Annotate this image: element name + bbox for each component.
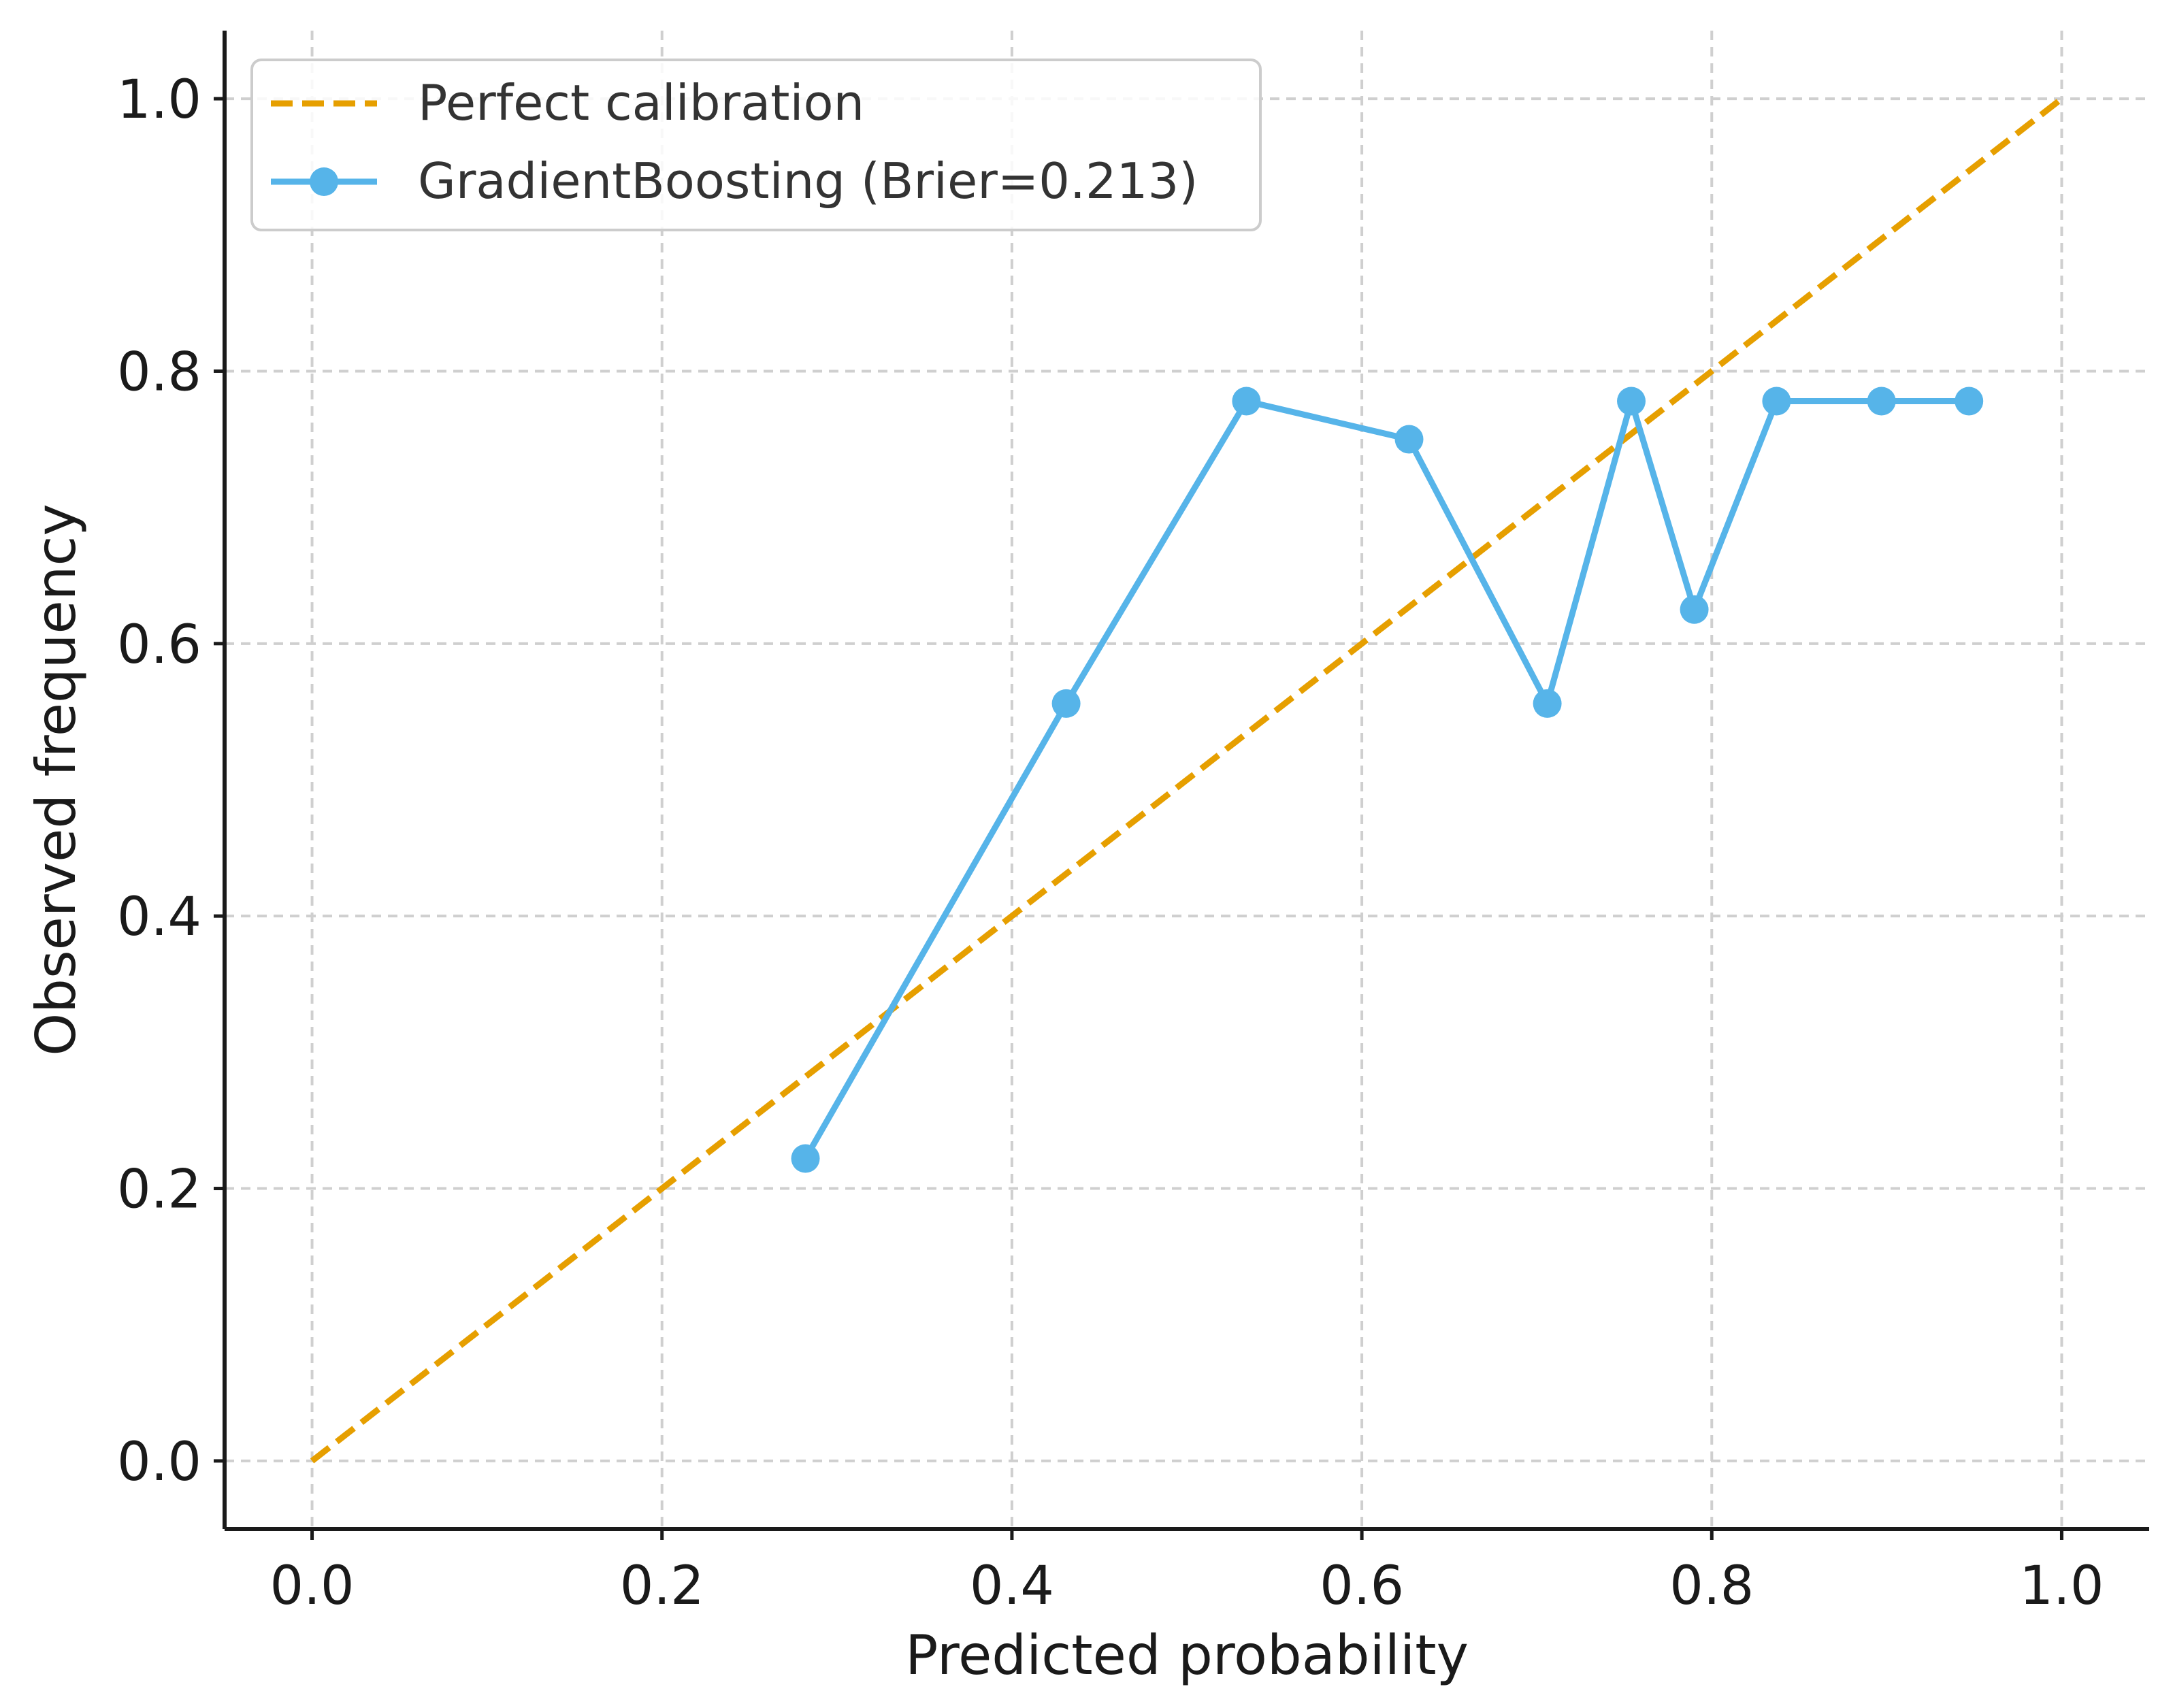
gradient-boosting-point-5: [1617, 387, 1646, 416]
gradient-boosting-point-7: [1762, 387, 1791, 416]
y-tick-label-1: 0.2: [117, 1160, 201, 1221]
gradient-boosting-point-6: [1680, 595, 1709, 624]
gradient-boosting-point-0: [791, 1144, 820, 1173]
x-tick-label-4: 0.8: [1669, 1556, 1754, 1617]
gradient-boosting-point-3: [1394, 425, 1424, 454]
gradient-boosting-point-4: [1533, 689, 1562, 718]
gradient-boosting-point-1: [1051, 689, 1081, 718]
gradient-boosting-point-2: [1232, 387, 1261, 416]
axes: [223, 31, 2149, 1531]
y-tick-label-2: 0.4: [117, 887, 201, 948]
plot-area: [310, 96, 2064, 1464]
legend-marker-gradient-boosting: [310, 167, 338, 196]
perfect-calibration-line: [310, 96, 2064, 1464]
y-tick-label-0: 0.0: [117, 1432, 201, 1493]
legend-box: [250, 59, 1262, 231]
x-tick-label-0: 0.0: [270, 1556, 355, 1617]
tick-labels: 0.0 0.2 0.4 0.6 0.8 1.0 0.0 0.2 0.4 0.6 0.8 1.0: [117, 69, 2104, 1617]
x-tick-label-3: 0.6: [1320, 1556, 1404, 1617]
y-axis-label: Observed frequency: [24, 504, 88, 1056]
gradient-boosting-point-9: [1955, 387, 1984, 416]
y-tick-label-5: 1.0: [117, 69, 201, 131]
x-tick-label-1: 0.2: [620, 1556, 704, 1617]
y-tick-label-4: 0.8: [117, 342, 201, 403]
y-tick-label-3: 0.6: [117, 614, 201, 676]
grid: [225, 31, 2149, 1529]
gradient-boosting-line: [802, 397, 1970, 1160]
legend: Perfect calibration GradientBoosting (Br…: [250, 59, 1262, 231]
legend-label-perfect-calibration: Perfect calibration: [418, 74, 864, 131]
legend-label-gradient-boosting: GradientBoosting (Brier=0.213): [418, 152, 1198, 210]
gradient-boosting-point-8: [1867, 387, 1896, 416]
x-tick-label-2: 0.4: [970, 1556, 1054, 1617]
x-tick-label-5: 1.0: [2019, 1556, 2104, 1617]
x-axis-label: Predicted probability: [905, 1624, 1469, 1687]
